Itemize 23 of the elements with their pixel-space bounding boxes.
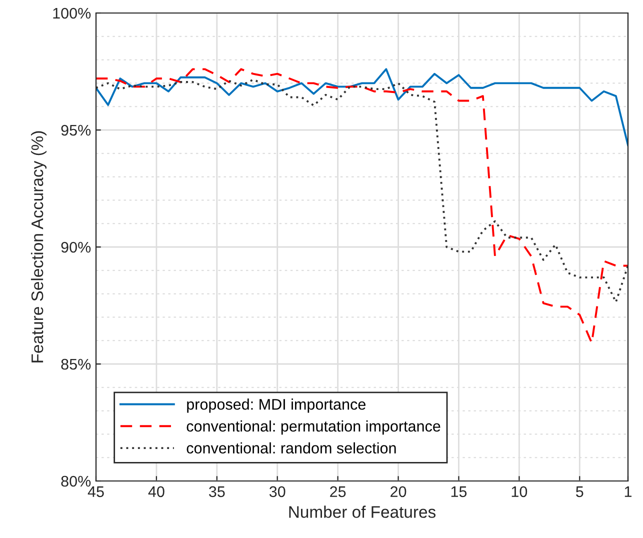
x-tick-label: 45 bbox=[88, 486, 104, 498]
y-axis-title: Feature Selection Accuracy (%) bbox=[30, 131, 47, 362]
x-tick-label: 5 bbox=[576, 486, 584, 498]
x-tick-label: 20 bbox=[390, 486, 406, 498]
line-series bbox=[96, 78, 628, 303]
x-tick-label: 30 bbox=[269, 486, 286, 498]
y-tick-label: 100% bbox=[53, 8, 91, 19]
y-tick-label: 80% bbox=[61, 476, 91, 487]
x-tick-label: 25 bbox=[330, 486, 346, 498]
legend-label: conventional: random selection bbox=[186, 442, 396, 454]
y-tick-label: 95% bbox=[61, 124, 91, 136]
legend-label: proposed: MDI importance bbox=[187, 398, 366, 413]
line-series bbox=[96, 68, 628, 146]
x-axis-title: Number of Features bbox=[289, 506, 436, 518]
y-tick-label: 90% bbox=[61, 242, 91, 253]
y-tick-label: 85% bbox=[61, 358, 91, 370]
x-tick-label: 1 bbox=[624, 486, 632, 497]
line-series bbox=[96, 68, 628, 344]
legend-label: conventional: permutation importance bbox=[186, 420, 440, 435]
x-tick-label: 35 bbox=[208, 486, 225, 498]
x-tick-label: 15 bbox=[451, 486, 467, 498]
x-tick-label: 10 bbox=[512, 486, 528, 498]
x-tick-label: 40 bbox=[148, 486, 164, 498]
